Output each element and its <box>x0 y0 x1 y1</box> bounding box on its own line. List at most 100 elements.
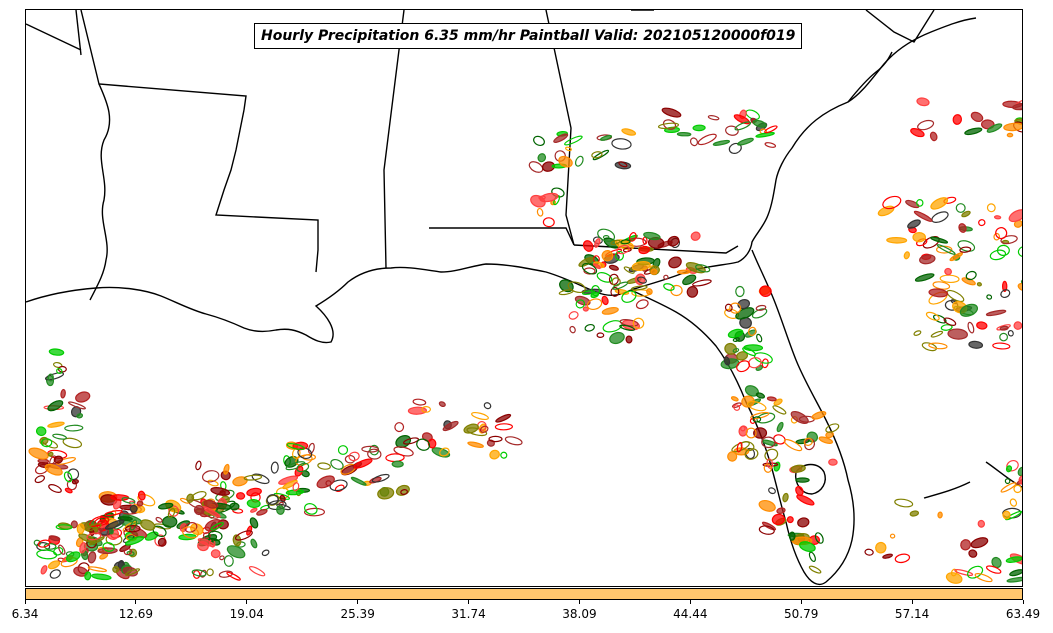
precip-contour <box>574 155 584 167</box>
precip-contour <box>86 532 102 541</box>
precip-contour <box>959 303 979 317</box>
precip-contour <box>537 153 547 163</box>
precip-contour <box>47 451 54 457</box>
atlantic-coastline <box>847 51 893 103</box>
precip-contour <box>47 421 65 428</box>
precip-contour <box>37 539 51 548</box>
precip-contour <box>623 266 635 274</box>
colorbar-tick-mark <box>1022 600 1024 604</box>
precip-contour <box>79 542 87 554</box>
precip-contour <box>978 219 986 227</box>
precip-contour <box>968 549 978 558</box>
precip-contour <box>1013 321 1022 330</box>
precip-contour <box>361 445 379 453</box>
precip-contour <box>970 537 989 549</box>
precip-contour <box>621 128 637 136</box>
precip-contour <box>483 402 492 410</box>
precip-contour <box>285 461 306 471</box>
precip-contour <box>47 373 54 382</box>
precip-contour <box>504 436 523 446</box>
map-panel: Hourly Precipitation 6.35 mm/hr Paintbal… <box>25 9 1023 587</box>
precip-contour <box>752 119 767 128</box>
precip-contour <box>753 427 768 439</box>
precip-contour <box>578 256 594 268</box>
precip-contour <box>304 507 325 517</box>
precip-contour <box>707 115 720 121</box>
precip-contour <box>668 256 682 269</box>
precip-contour <box>1020 277 1022 286</box>
precip-contour <box>903 251 910 260</box>
precip-contour <box>949 252 963 262</box>
precip-contour <box>590 291 600 299</box>
precip-contour <box>746 400 767 412</box>
precip-contour <box>112 565 120 573</box>
precip-contour <box>907 219 921 229</box>
precip-contour <box>946 289 965 303</box>
precip-contour <box>974 573 993 583</box>
precip-contour <box>736 351 749 361</box>
precip-contour <box>471 411 489 421</box>
gulf-coastline <box>26 263 632 344</box>
precip-contour <box>371 473 390 483</box>
precip-contour <box>463 423 479 434</box>
precip-contour <box>790 464 806 473</box>
precip-contour <box>947 328 968 340</box>
precip-contour <box>609 331 625 345</box>
precip-contour <box>533 135 545 147</box>
precip-contour <box>732 402 742 408</box>
precip-contour <box>210 522 224 531</box>
precip-contour <box>569 325 576 334</box>
precip-contour <box>635 299 649 310</box>
precip-contour <box>936 244 956 255</box>
precip-contour <box>191 569 207 577</box>
precip-contour <box>877 205 895 217</box>
precip-contour <box>223 555 234 567</box>
colorbar-tick-label: 50.79 <box>784 607 819 621</box>
precip-contour <box>350 476 367 486</box>
precip-contour <box>407 406 427 415</box>
precip-contour <box>558 155 573 168</box>
precip-contour <box>610 239 621 245</box>
precip-contour <box>599 134 613 141</box>
precip-contour <box>279 494 286 503</box>
colorbar-tick-mark <box>578 600 580 604</box>
precip-contour <box>776 507 786 515</box>
precip-contour <box>539 192 559 203</box>
precip-contour <box>968 340 984 349</box>
precip-contour <box>34 475 45 484</box>
state-line-ms-al <box>383 10 405 269</box>
precip-contour <box>157 502 174 510</box>
precip-contour <box>157 537 167 547</box>
precip-contour <box>564 135 583 146</box>
precip-contour <box>348 451 360 462</box>
paintball-members <box>28 97 1022 584</box>
precip-contour <box>773 398 783 406</box>
precip-contour <box>489 449 500 460</box>
precip-contour <box>970 111 984 123</box>
precip-contour <box>628 232 637 242</box>
map-canvas <box>26 10 1022 586</box>
precip-contour <box>495 413 512 423</box>
precip-contour <box>730 396 739 402</box>
precip-contour <box>87 566 108 573</box>
precip-contour <box>1000 482 1017 493</box>
colorbar-tick-label: 44.44 <box>673 607 708 621</box>
precip-contour <box>565 146 572 152</box>
precip-contour <box>932 314 947 324</box>
precip-contour <box>657 122 680 130</box>
precip-contour <box>155 516 163 523</box>
precip-contour <box>916 97 930 107</box>
precip-contour <box>28 447 49 460</box>
precip-contour <box>307 442 315 454</box>
precip-contour <box>808 565 822 574</box>
precip-contour <box>768 487 776 495</box>
precip-contour <box>282 479 298 490</box>
colorbar-tick-mark <box>24 600 26 604</box>
state-line-sc-ga <box>865 10 935 43</box>
geography-lines <box>26 10 1022 586</box>
precip-contour <box>967 565 984 579</box>
precip-contour <box>756 412 776 424</box>
precip-contour <box>1002 280 1008 292</box>
precip-contour <box>197 538 215 547</box>
precip-contour <box>1017 282 1022 292</box>
